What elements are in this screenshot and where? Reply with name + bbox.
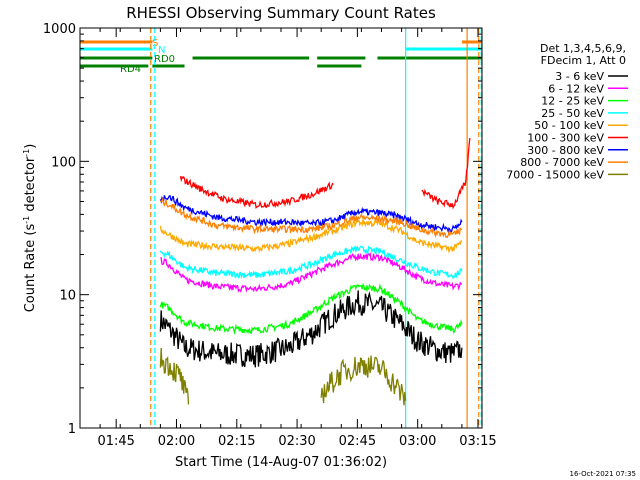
- y-tick-label: 100: [51, 155, 76, 170]
- x-tick-label: 03:00: [399, 434, 436, 449]
- y-tick-label: 10: [59, 289, 76, 304]
- legend-label: 50 - 100 keV: [534, 119, 604, 132]
- series-line: [179, 175, 334, 210]
- legend-label: 7000 - 15000 keV: [506, 168, 604, 181]
- x-tick-label: 02:30: [278, 434, 315, 449]
- series-layer: [159, 137, 471, 406]
- legend-header-line-2: FDecim 1, Att 0: [541, 54, 626, 67]
- x-tick-label: 03:15: [459, 434, 496, 449]
- flag-label: S: [152, 38, 158, 49]
- x-tick-label: 01:45: [97, 434, 134, 449]
- y-axis-label-sup1: -1: [22, 216, 31, 224]
- series-line: [159, 196, 462, 239]
- y-axis-label-main: Count Rate (s: [23, 224, 38, 313]
- series-line: [159, 282, 463, 335]
- legend-label: 100 - 300 keV: [527, 132, 604, 145]
- x-axis-label: Start Time (14-Aug-07 01:36:02): [175, 455, 387, 470]
- footer-timestamp: 16-Oct-2021 07:35: [570, 470, 636, 478]
- legend-label: 300 - 800 keV: [527, 144, 604, 157]
- y-axis-label-mid: detector: [23, 156, 38, 216]
- y-axis-label-end: ): [23, 144, 38, 149]
- legend-label: 25 - 50 keV: [541, 107, 604, 120]
- legend-header-line-1: Det 1,3,4,5,6,9,: [540, 42, 626, 55]
- flag-label: RD4: [120, 64, 141, 75]
- series-line: [159, 290, 463, 368]
- y-axis-label-sup2: -1: [22, 149, 31, 157]
- series-line: [159, 244, 463, 280]
- series-line: [421, 137, 471, 210]
- flag-label: RD0: [154, 54, 175, 65]
- legend-label: 3 - 6 keV: [555, 70, 604, 83]
- x-tick-label: 02:00: [158, 434, 195, 449]
- x-axis: 01:45 02:00 02:15 02:30 02:45 03:00 03:15: [79, 28, 497, 449]
- y-axis: 1 10 100 1000: [43, 22, 482, 437]
- series-line: [159, 218, 463, 254]
- series-line: [159, 347, 190, 405]
- y-tick-label: 1000: [43, 22, 76, 37]
- legend-label: 6 - 12 keV: [548, 82, 604, 95]
- legend: Det 1,3,4,5,6,9, FDecim 1, Att 0 3 - 6 k…: [506, 42, 628, 181]
- x-tick-label: 02:15: [218, 434, 255, 449]
- x-tick-label: 02:45: [339, 434, 376, 449]
- series-line: [320, 355, 407, 406]
- series-line: [160, 252, 462, 293]
- markers-layer: [150, 28, 482, 428]
- legend-label: 800 - 7000 keV: [520, 156, 604, 169]
- y-tick-label: 1: [68, 422, 76, 437]
- chart-title: RHESSI Observing Summary Count Rates: [126, 4, 436, 22]
- y-axis-label: Count Rate (s-1 detector-1): [22, 144, 38, 313]
- legend-label: 12 - 25 keV: [541, 95, 604, 108]
- flag-label: N: [158, 45, 165, 56]
